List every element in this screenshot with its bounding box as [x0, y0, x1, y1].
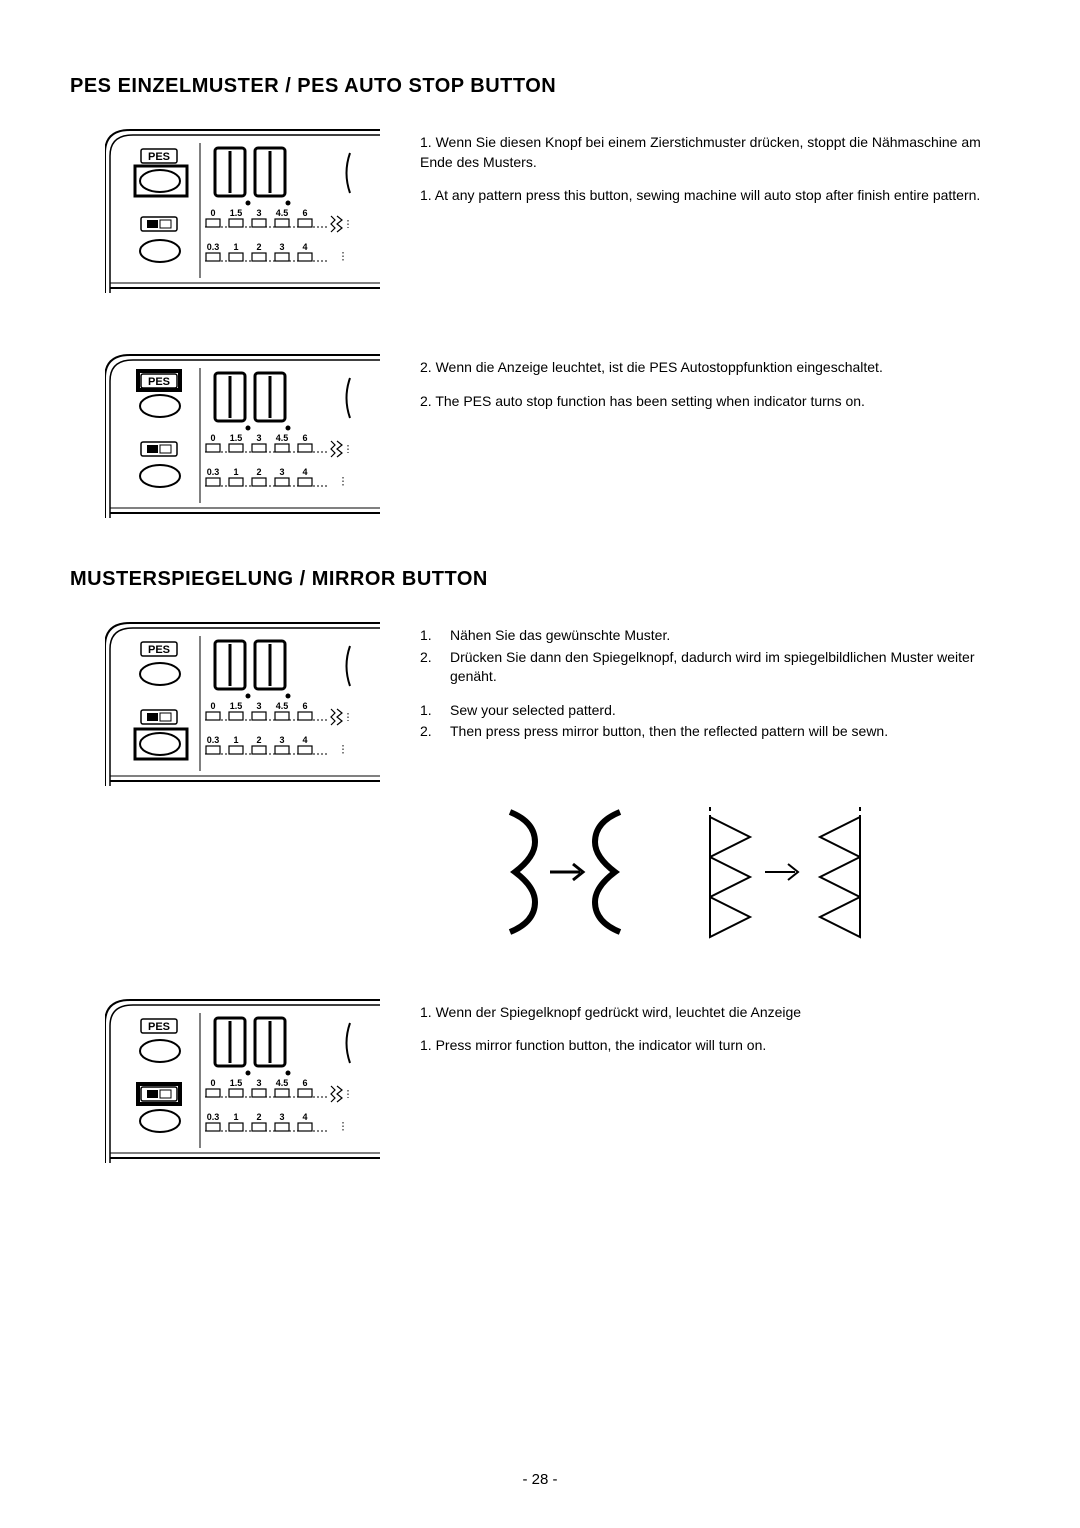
section-mirror-2: PES 0 1.5 3 4.5 6	[70, 998, 1010, 1163]
svg-text:0: 0	[210, 701, 215, 711]
svg-text:4: 4	[302, 242, 307, 252]
svg-text:0.3: 0.3	[207, 467, 220, 477]
text-mirror-2-en: 1. Press mirror function button, the ind…	[420, 1036, 1010, 1056]
panel-diagram-1: PES 0 1.5 3 4.5 6	[105, 128, 380, 293]
svg-text:0.3: 0.3	[207, 242, 220, 252]
svg-text:3: 3	[279, 467, 284, 477]
svg-text:4.5: 4.5	[276, 433, 289, 443]
mirror-pattern-diagram	[480, 802, 1010, 948]
svg-text:3: 3	[279, 242, 284, 252]
svg-text:4: 4	[302, 735, 307, 745]
svg-text:1.5: 1.5	[230, 433, 243, 443]
svg-text:3: 3	[256, 433, 261, 443]
svg-text:1.5: 1.5	[230, 701, 243, 711]
svg-text:4.5: 4.5	[276, 701, 289, 711]
svg-text:0.3: 0.3	[207, 735, 220, 745]
svg-text:6: 6	[302, 1078, 307, 1088]
svg-text:6: 6	[302, 208, 307, 218]
heading-pes: PES EINZELMUSTER / PES AUTO STOP BUTTON	[70, 75, 1010, 98]
svg-text:1: 1	[233, 1112, 238, 1122]
svg-text:2: 2	[256, 1112, 261, 1122]
panel-diagram-4: PES 0 1.5 3 4.5 6	[105, 998, 380, 1163]
svg-text:6: 6	[302, 701, 307, 711]
svg-text:0: 0	[210, 433, 215, 443]
svg-text:3: 3	[279, 735, 284, 745]
panel-diagram-3: PES 0 1.5 3 4.5 6	[105, 621, 380, 786]
svg-text:PES: PES	[148, 644, 170, 656]
svg-text:3: 3	[256, 701, 261, 711]
heading-mirror: MUSTERSPIEGELUNG / MIRROR BUTTON	[70, 568, 1010, 591]
svg-text:3: 3	[256, 208, 261, 218]
svg-text:3: 3	[279, 1112, 284, 1122]
svg-text:2: 2	[256, 242, 261, 252]
svg-text:1: 1	[233, 242, 238, 252]
svg-text:1.5: 1.5	[230, 1078, 243, 1088]
svg-text:6: 6	[302, 433, 307, 443]
text-pes-1-en: 1. At any pattern press this button, sew…	[420, 186, 1010, 206]
svg-text:2: 2	[256, 467, 261, 477]
text-pes-2-de: 2. Wenn die Anzeige leuchtet, ist die PE…	[420, 358, 1010, 378]
svg-text:0: 0	[210, 1078, 215, 1088]
svg-text:4.5: 4.5	[276, 1078, 289, 1088]
text-pes-1-de: 1. Wenn Sie diesen Knopf bei einem Ziers…	[420, 133, 1010, 172]
svg-text:4.5: 4.5	[276, 208, 289, 218]
svg-text:PES: PES	[148, 376, 170, 388]
text-pes-2-en: 2. The PES auto stop function has been s…	[420, 392, 1010, 412]
svg-text:1.5: 1.5	[230, 208, 243, 218]
section-mirror-1: PES 0 1.5 3 4.5 6	[70, 621, 1010, 948]
svg-text:1: 1	[233, 735, 238, 745]
svg-text:4: 4	[302, 1112, 307, 1122]
svg-text:0: 0	[210, 208, 215, 218]
list-mirror-en: 1.Sew your selected patterd. 2.Then pres…	[420, 701, 1010, 742]
panel-diagram-2: PES 0 1.5 3 4.5 6	[105, 353, 380, 518]
svg-text:1: 1	[233, 467, 238, 477]
page-number: - 28 -	[0, 1471, 1080, 1488]
svg-text:0.3: 0.3	[207, 1112, 220, 1122]
svg-text:4: 4	[302, 467, 307, 477]
svg-text:PES: PES	[148, 151, 170, 163]
svg-text:2: 2	[256, 735, 261, 745]
list-mirror-de: 1.Nähen Sie das gewünschte Muster. 2.Drü…	[420, 626, 1010, 687]
text-mirror-2-de: 1. Wenn der Spiegelknopf gedrückt wird, …	[420, 1003, 1010, 1023]
section-pes-2: PES 0 1.5 3 4.5 6	[70, 353, 1010, 518]
svg-text:3: 3	[256, 1078, 261, 1088]
svg-text:PES: PES	[148, 1021, 170, 1033]
section-pes-1: PES 0 1.5 3 4.5 6	[70, 128, 1010, 293]
